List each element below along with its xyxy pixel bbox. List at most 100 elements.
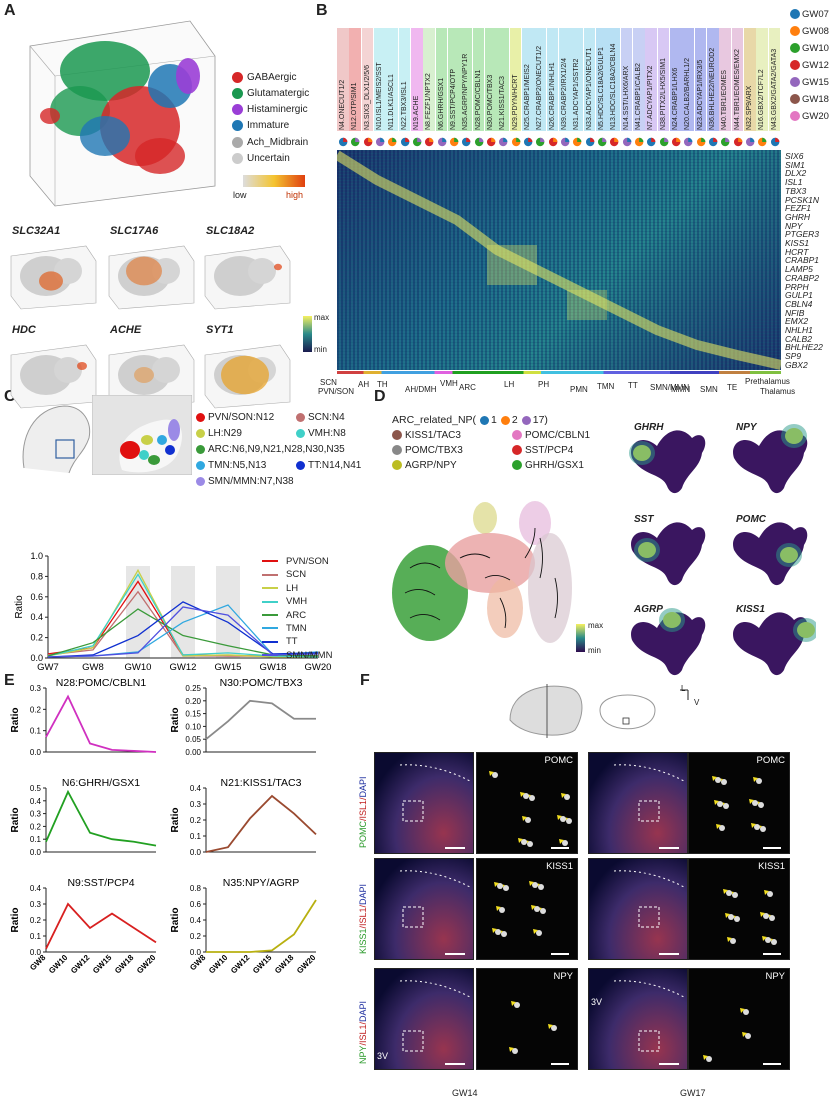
e-ytick-label: 0.10	[185, 722, 201, 731]
c-legend-item: SCN:N4	[296, 412, 345, 423]
d-count-dot	[521, 415, 531, 425]
c-line-legend-item: VMH	[262, 596, 307, 607]
heatmap-gene-label: CRABP1	[785, 255, 820, 266]
cluster-pie	[585, 137, 595, 147]
e-ytick-label: 0.2	[30, 822, 42, 831]
c-legend-label: TMN:N5,N13	[208, 460, 267, 471]
d-legend-label: SST/PCP4	[525, 445, 574, 456]
e-series-line	[205, 794, 317, 853]
c-legend-item: LH:N29	[196, 428, 242, 439]
f-stain-label: POMC/ISL1/DAPI	[358, 752, 368, 848]
e-series-line	[45, 694, 157, 753]
f-stain-label: NPY/ISL1/DAPI	[358, 968, 368, 1064]
a-legend-label: Immature	[247, 120, 290, 132]
heatmap-region-label: TT	[628, 381, 638, 390]
c-xtick-label: GW8	[82, 662, 104, 673]
heatmap-region-label: SMN/MMN	[650, 383, 690, 392]
d-legend-item: POMC/TBX3	[392, 445, 463, 456]
heatmap-gene-label: HCRT	[785, 246, 809, 257]
c-line-swatch	[262, 627, 278, 630]
heatmap-region-label: SMN	[700, 385, 718, 394]
gw-legend-dot	[790, 60, 800, 71]
cluster-header-bg	[645, 28, 658, 131]
cluster-header-bg	[719, 28, 732, 131]
f-cell	[732, 892, 738, 898]
a-legend-item: Histaminergic	[232, 104, 309, 115]
f-stain-green: NPY	[358, 1045, 368, 1064]
f-zoom-box	[402, 1030, 424, 1052]
a-legend-item: Ach_Midbrain	[232, 136, 309, 148]
cluster-header: N20.CALB2/BARHL1/2	[684, 58, 692, 130]
gw-legend-dot	[790, 111, 800, 122]
c-legend-dot	[296, 460, 305, 470]
f-stain-green: KISS1	[358, 928, 368, 954]
e-xtick-label: GW20	[135, 953, 158, 976]
cluster-pie	[647, 137, 656, 147]
c-line-legend-label: VMH	[286, 596, 308, 608]
cluster-header-bg	[522, 28, 534, 131]
d-gene-title: NPY	[736, 422, 757, 433]
c-xtick-label: GW15	[215, 662, 242, 673]
c-legend-dot	[196, 476, 205, 486]
f-arrowhead	[561, 793, 566, 798]
e-ytick-label: 0.4	[30, 797, 42, 806]
f-zoom-image: POMC	[688, 752, 790, 854]
heatmap-region-label: AH/DMH	[405, 385, 437, 394]
f-cell	[497, 883, 503, 889]
f-cell	[734, 916, 740, 922]
f-cell	[728, 914, 734, 920]
cluster-pie	[597, 137, 607, 147]
cluster-header: N40.TBR1/EOMES	[721, 70, 729, 130]
d-scale-max: max	[588, 621, 604, 630]
cluster-header: N5.HDC/SLC18A2/GULP1	[598, 47, 605, 130]
d-count-dot	[480, 415, 490, 425]
a-legend-item: Immature	[232, 120, 309, 132]
scale-low-label: low	[233, 190, 247, 200]
a-legend-dot	[232, 152, 243, 164]
f-zoom-marker-label: NPY	[553, 971, 573, 982]
e-ytick-label: 0.2	[30, 916, 42, 925]
f-arrowhead	[749, 799, 754, 804]
cluster-header-bg	[731, 28, 744, 131]
brain-section-sketch	[509, 684, 656, 738]
heatmap-region-label: MMN	[671, 385, 691, 394]
cluster-header: N16.GBX2/TCF7L2	[758, 69, 766, 130]
d-legend-dot	[392, 460, 402, 471]
a-legend-item: Uncertain	[232, 152, 309, 164]
gw-legend-label: GW07	[802, 9, 829, 20]
cluster-header-bg	[497, 28, 510, 131]
e-ytick-label: 0.1	[30, 835, 42, 844]
gw-legend-item: GW18	[790, 94, 829, 105]
c-line-swatch	[262, 654, 278, 657]
f-cell	[715, 777, 721, 783]
cluster-pie	[375, 137, 385, 147]
gw-legend-item: GW15	[790, 77, 829, 88]
cluster-pie	[560, 137, 570, 147]
axis-v-label: V	[694, 698, 700, 707]
e-ytick-label: 0.1	[190, 832, 202, 841]
a-legend-item: Glutamatergic	[232, 88, 309, 99]
e-ytick-label: 0.6	[190, 900, 202, 909]
cluster-header: N3.SIX3_DLX1/2/5/6	[363, 65, 371, 130]
f-zoom-scale-bar	[763, 847, 781, 849]
heatmap-region-label: LH	[504, 380, 515, 389]
gw-legend-item: GW08	[790, 26, 829, 37]
cluster-header: N11.DLK1/ASCL1	[388, 74, 396, 130]
cluster-pie	[499, 137, 508, 147]
cluster-header: N39.CRABP2/IRX1/2/4	[561, 58, 568, 130]
f-arrowhead	[531, 905, 536, 910]
panel-label-c: C	[4, 388, 16, 405]
f-cell	[538, 884, 544, 890]
e-line-chart: 0.0 0.1 0.2 0.3 0.4 0.5 Ratio N6:GHRH/GSX1	[10, 778, 157, 857]
f-boundary-line	[399, 764, 471, 782]
c-line-swatch	[262, 573, 278, 576]
c-line-swatch	[262, 600, 278, 603]
heatmap-gene-label: PCSK1N	[785, 194, 820, 205]
cluster-pie	[684, 137, 693, 147]
e-series-line	[205, 699, 316, 740]
f-boundary-line	[613, 980, 685, 998]
f-cell	[495, 929, 501, 935]
f-cell	[536, 930, 542, 936]
f-zoom-scale-bar	[551, 953, 569, 955]
a-legend-label: GABAergic	[247, 72, 297, 84]
